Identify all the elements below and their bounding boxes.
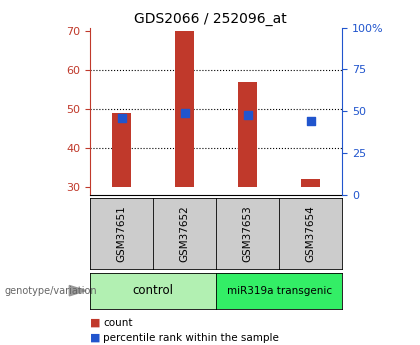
- Bar: [239, 82, 257, 187]
- Text: percentile rank within the sample: percentile rank within the sample: [103, 333, 279, 343]
- Text: GDS2066 / 252096_at: GDS2066 / 252096_at: [134, 12, 286, 26]
- Text: ■: ■: [90, 333, 104, 343]
- Text: GSM37653: GSM37653: [243, 205, 253, 262]
- Text: genotype/variation: genotype/variation: [4, 286, 97, 296]
- Text: GSM37651: GSM37651: [117, 205, 127, 262]
- Text: GSM37652: GSM37652: [180, 205, 190, 262]
- Text: ■: ■: [90, 318, 104, 327]
- Text: miR319a transgenic: miR319a transgenic: [227, 286, 332, 296]
- Point: [307, 119, 314, 124]
- Point: [118, 115, 125, 121]
- Bar: [113, 113, 131, 187]
- Text: count: count: [103, 318, 132, 327]
- Point: [244, 112, 251, 117]
- Text: control: control: [133, 284, 174, 297]
- Polygon shape: [69, 286, 86, 296]
- Point: [181, 110, 188, 116]
- Text: GSM37654: GSM37654: [306, 205, 316, 262]
- Bar: [302, 179, 320, 187]
- Bar: [176, 31, 194, 187]
